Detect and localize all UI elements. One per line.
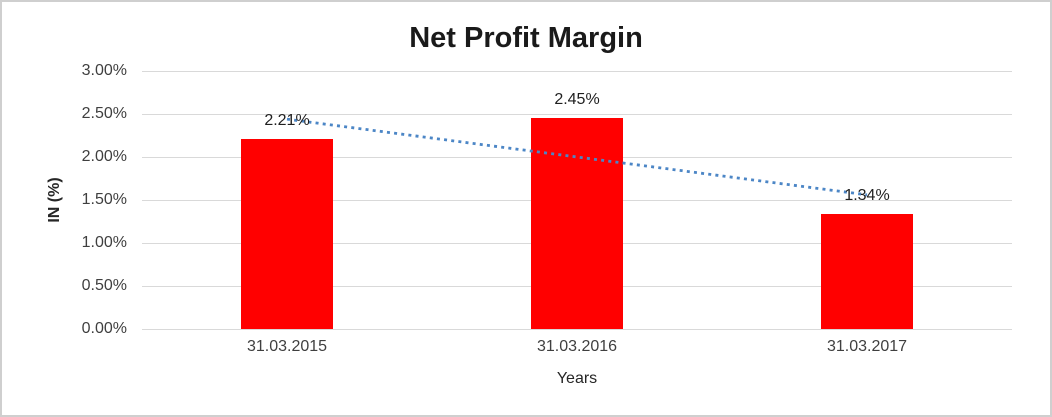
data-label: 2.45% (554, 91, 600, 109)
x-tick-label: 31.03.2017 (826, 338, 908, 355)
data-label: 2.21% (264, 111, 310, 129)
bar-31.03.2015 (241, 138, 333, 329)
y-tick-label: 2.50% (81, 105, 127, 122)
x-tick-label: 31.03.2016 (536, 338, 618, 355)
x-axis-title: Years (556, 370, 598, 387)
bar-31.03.2017 (821, 213, 913, 329)
y-axis-title: IN (%) (46, 177, 63, 223)
y-tick-label: 3.00% (81, 62, 127, 79)
chart-title: Net Profit Margin (409, 22, 643, 54)
y-tick-label: 2.00% (81, 148, 127, 165)
y-tick-label: 1.50% (81, 191, 127, 208)
gridline (142, 113, 1012, 115)
y-tick-label: 1.00% (81, 234, 127, 251)
data-label: 1.34% (844, 186, 890, 204)
gridline (142, 328, 1012, 330)
y-tick-label: 0.00% (81, 320, 127, 337)
x-tick-label: 31.03.2015 (246, 338, 328, 355)
bar-31.03.2016 (531, 118, 623, 329)
y-tick-label: 0.50% (81, 277, 127, 294)
gridline (142, 70, 1012, 72)
